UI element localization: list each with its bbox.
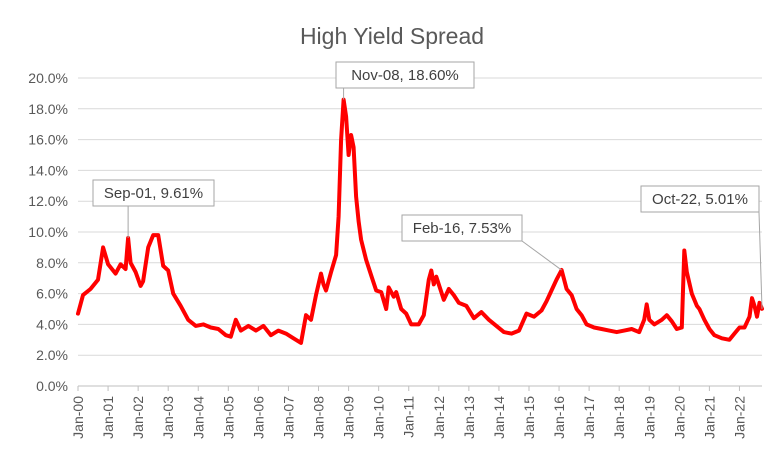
annotation-box [92,179,215,207]
y-tick-label: 2.0% [36,347,68,363]
chart-title: High Yield Spread [300,23,484,49]
x-tick-label: Jan-09 [341,396,357,439]
x-axis-ticks: Jan-00 Jan-01 Jan-02 Jan-03 Jan-04 Jan-05 Jan-… [70,386,747,439]
x-tick-label: Jan-20 [671,396,687,439]
x-tick-label: Jan-14 [491,396,507,439]
annotation-box [640,185,760,213]
x-tick-label: Jan-03 [160,396,176,439]
annotation-box [335,61,475,89]
y-tick-label: 14.0% [28,162,68,178]
y-tick-label: 8.0% [36,255,68,271]
y-tick-label: 10.0% [28,224,68,240]
x-tick-label: Jan-17 [581,396,597,439]
x-tick-label: Jan-05 [220,396,236,439]
x-tick-label: Jan-15 [521,396,537,439]
y-tick-label: 12.0% [28,193,68,209]
y-tick-label: 16.0% [28,132,68,148]
x-tick-label: Jan-21 [701,396,717,439]
x-tick-label: Jan-18 [611,396,627,439]
annotation-box [401,214,523,242]
x-tick-label: Jan-08 [311,396,327,439]
annotation-label: Oct-22, 5.01% [652,191,748,208]
y-tick-label: 18.0% [28,101,68,117]
annotation-label: Feb-16, 7.53% [413,220,511,237]
y-tick-label: 6.0% [36,286,68,302]
annotation-leader-line [521,240,562,271]
x-tick-label: Jan-06 [250,396,266,439]
annotation-leader-line [758,211,763,309]
annotation-callout: Feb-16, 7.53% [401,214,562,271]
y-tick-label: 0.0% [36,378,68,394]
annotation-label: Sep-01, 9.61% [104,185,203,202]
annotation-callout: Oct-22, 5.01% [640,185,763,309]
x-tick-label: Jan-19 [641,396,657,439]
x-tick-label: Jan-04 [190,396,206,439]
annotations-group: Sep-01, 9.61% Nov-08, 18.60% Feb-16, 7.53%… [92,61,763,309]
x-tick-label: Jan-00 [70,396,86,439]
series-line [76,97,764,345]
x-tick-label: Jan-11 [401,396,417,438]
x-tick-label: Jan-12 [431,396,447,439]
y-axis-ticks: 0.0% 2.0% 4.0% 6.0% 8.0% 10.0% 12.0% 14.0% 16.0%… [28,70,68,394]
x-tick-label: Jan-02 [130,396,146,439]
x-tick-label: Jan-07 [280,396,296,439]
x-tick-label: Jan-13 [461,396,477,439]
x-tick-label: Jan-22 [731,396,747,439]
x-tick-label: Jan-16 [551,396,567,439]
y-tick-label: 4.0% [36,316,68,332]
y-tick-label: 20.0% [28,70,68,86]
annotation-label: Nov-08, 18.60% [351,67,459,84]
series-group [76,97,764,345]
x-tick-label: Jan-10 [371,396,387,439]
annotation-callout: Sep-01, 9.61% [92,179,215,239]
annotation-callout: Nov-08, 18.60% [335,61,475,100]
x-tick-label: Jan-01 [100,396,116,439]
